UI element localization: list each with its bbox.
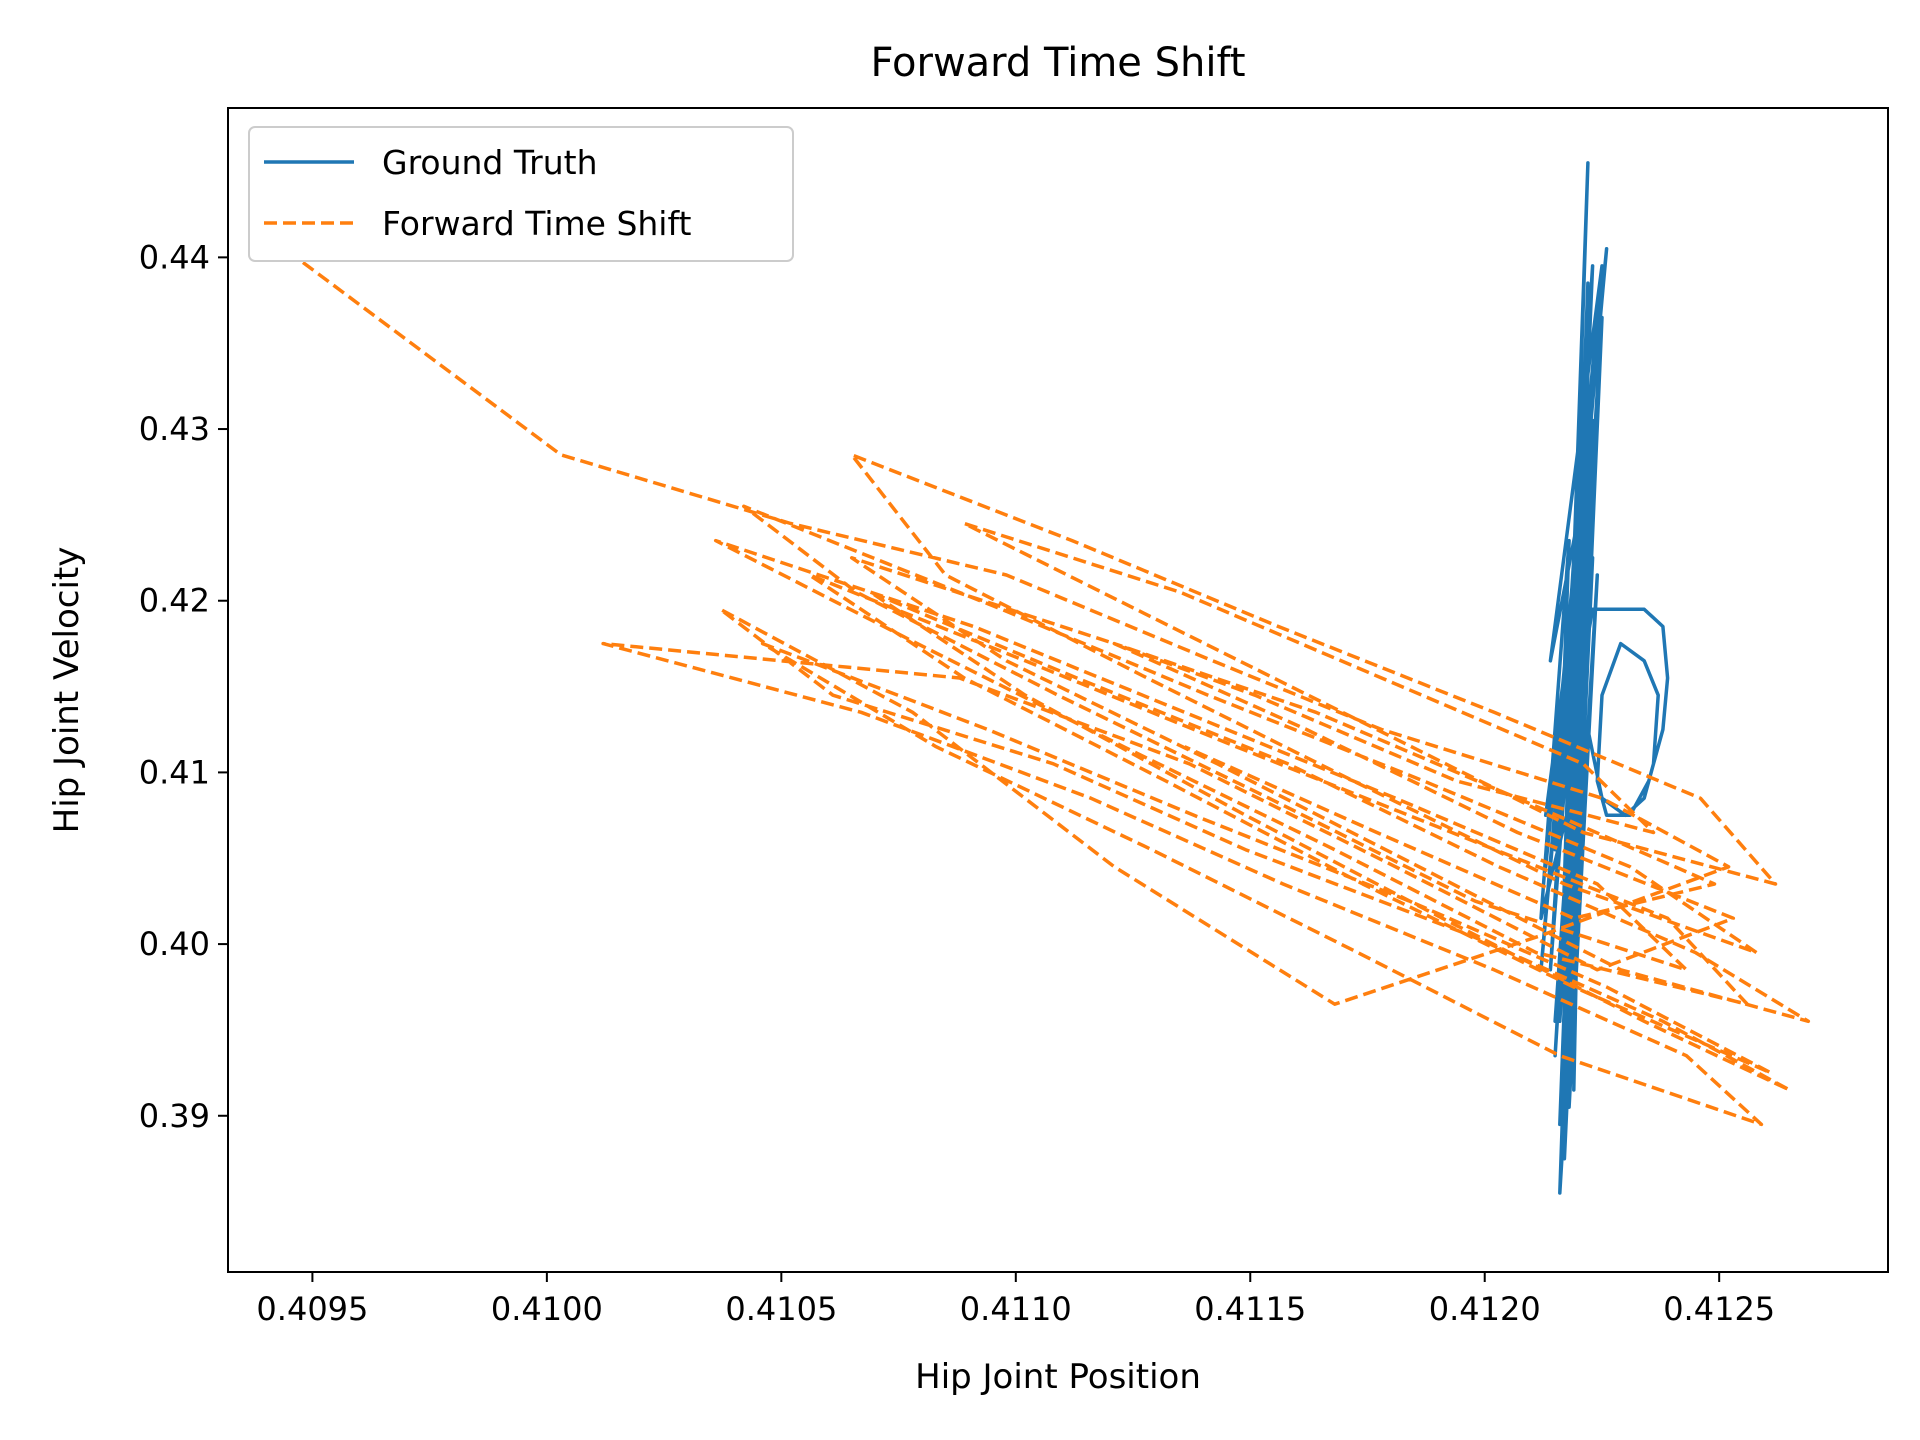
legend: Ground Truth Forward Time Shift [248, 126, 794, 262]
series-line-forward-time-shift [301, 261, 1811, 1127]
x-tick-label: 0.4105 [725, 1290, 837, 1328]
x-tick-label: 0.4125 [1663, 1290, 1775, 1328]
legend-label-forward-time-shift: Forward Time Shift [382, 204, 692, 243]
y-axis-label: Hip Joint Velocity [47, 547, 87, 834]
x-axis-label: Hip Joint Position [915, 1357, 1201, 1397]
x-axis: 0.4095 0.4100 0.4105 0.4110 0.4115 0.4120 0.41… [256, 1272, 1775, 1328]
x-tick-label: 0.4100 [491, 1290, 603, 1328]
y-tick-label: 0.39 [139, 1097, 210, 1135]
legend-box [248, 126, 794, 262]
y-tick-label: 0.44 [139, 238, 210, 276]
y-axis: 0.39 0.40 0.41 0.42 0.43 0.44 [139, 238, 228, 1135]
x-tick-label: 0.4095 [256, 1290, 368, 1328]
y-tick-label: 0.43 [139, 410, 210, 448]
series-layer [301, 161, 1811, 1195]
series-line-ground-truth [1539, 161, 1670, 1195]
x-tick-label: 0.4115 [1194, 1290, 1306, 1328]
y-tick-label: 0.40 [139, 925, 210, 963]
y-tick-label: 0.42 [139, 582, 210, 620]
x-tick-label: 0.4110 [960, 1290, 1072, 1328]
legend-label-ground-truth: Ground Truth [382, 143, 598, 182]
y-tick-label: 0.41 [139, 753, 210, 791]
chart-title: Forward Time Shift [870, 40, 1245, 86]
x-tick-label: 0.4120 [1429, 1290, 1541, 1328]
plot-frame [227, 107, 1889, 1273]
